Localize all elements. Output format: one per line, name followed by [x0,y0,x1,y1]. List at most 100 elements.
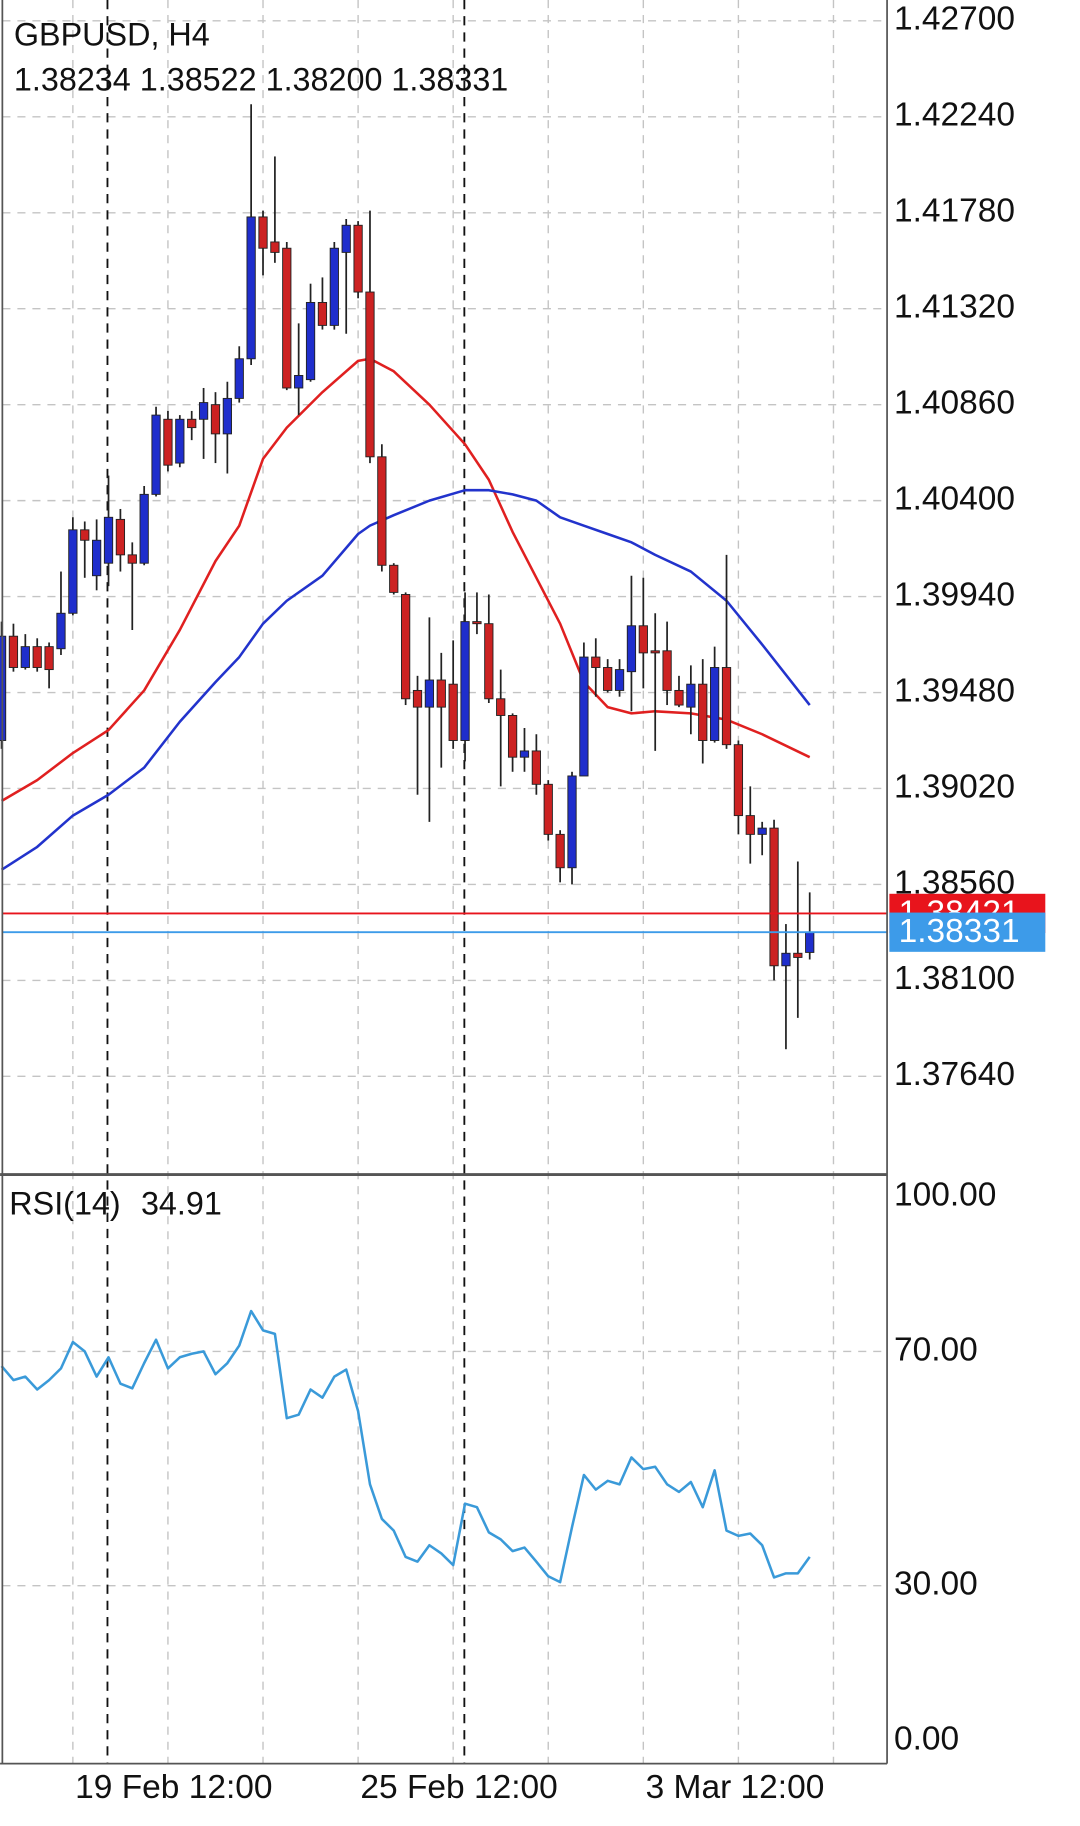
x-tick-label: 19 Feb 12:00 [75,1769,272,1806]
candle-body [92,539,102,577]
candle-body [424,679,435,708]
y-tick-label: 1.40860 [894,385,1015,422]
candle-body [365,291,375,458]
y-tick-label: 0.00 [894,1720,959,1757]
candle-body [258,216,268,249]
candle-body [626,625,637,673]
y-tick-label: 1.37640 [894,1056,1015,1093]
candle-body [341,224,351,253]
candle-body [567,775,577,869]
candle-body [710,667,720,741]
candle-body [698,683,708,741]
rsi-title: RSI(14) [9,1185,120,1221]
candle-body [412,689,423,708]
candle-body [103,516,114,564]
candle-body [448,683,458,741]
candle-body [579,656,589,777]
y-tick-label: 1.38100 [894,960,1015,997]
candle-body [222,397,232,435]
label-layer: 1.42700 1.42240 1.41780 1.41320 1.40860 1.404… [75,1,1046,1806]
candle-body [460,621,470,741]
grid-layer [2,0,888,1764]
candle-body [757,827,767,835]
price-label-box [889,912,1046,952]
chart-title: GBPUSD, H4 [14,17,210,53]
y-tick-label: 1.42700 [894,1,1015,38]
candle-body [187,418,197,429]
candle-body [44,646,54,671]
candle-body [721,667,732,746]
candle-body [781,952,791,967]
candle-body [591,656,601,668]
rsi-line [0,1309,811,1584]
candle-body [745,815,755,835]
y-tick-label: 1.42240 [894,97,1015,134]
candle-body [234,358,244,399]
x-tick-label: 3 Mar 12:00 [646,1769,825,1806]
candle-body [32,646,42,668]
candle-body [531,750,541,785]
candle-body [198,402,209,420]
candle-body [389,564,399,593]
y-tick-label: 1.39480 [894,672,1015,709]
ohlc-info: 1.38234 1.38522 1.38200 1.38331 [14,62,508,98]
candle-body [519,750,530,758]
candle-body [496,698,506,716]
rsi-value: 34.91 [141,1185,222,1221]
candle-body [163,418,173,466]
candle-body [80,529,90,541]
y-tick-label: 70.00 [894,1331,978,1368]
y-tick-label: 1.41320 [894,289,1015,326]
candle-body [674,689,684,706]
candle-body [662,650,672,691]
candle-body [329,247,339,326]
candle-body [377,456,387,566]
y-tick-label: 1.39020 [894,768,1015,805]
candle-body [805,931,815,953]
y-tick-label: 1.40400 [894,480,1015,517]
candle-body [733,744,744,817]
candle-body [282,247,292,389]
price-label: 1.38331 [899,913,1020,950]
candle-body [484,623,494,700]
candle-body [56,612,66,650]
candle-body [401,594,411,700]
candle-body [246,216,256,360]
candle-body [507,715,518,758]
moving-average [0,488,811,871]
y-tick-label: 100.00 [894,1176,996,1213]
candle-body [115,518,126,556]
candle-body [20,646,30,668]
candle-body [151,414,161,495]
candle-body [317,301,328,326]
candle-body [127,554,137,564]
candle-body [270,241,280,253]
candle-body [793,952,803,958]
candle-body [68,529,78,614]
moving-average [0,357,811,803]
candle-body [603,667,613,691]
candle-body [472,621,482,625]
candle-body [686,683,696,708]
candle-body [650,650,660,654]
y-tick-label: 30.00 [894,1565,978,1602]
candle-body [8,635,19,668]
candle-body [614,669,625,691]
plot-layer [0,104,888,1584]
y-tick-label: 1.39940 [894,576,1015,613]
candle-body [769,827,779,967]
y-tick-label: 1.41780 [894,193,1015,230]
candle-body [353,224,363,293]
candle-body [543,783,553,835]
candle-body [139,493,149,564]
candle-body [294,375,304,389]
candle-body [175,418,185,464]
candle-body [305,301,316,381]
candle-body [436,679,446,708]
candle-body [210,404,221,435]
candle-body [638,625,648,654]
x-tick-label: 25 Feb 12:00 [360,1769,557,1806]
candle-body [555,833,565,869]
